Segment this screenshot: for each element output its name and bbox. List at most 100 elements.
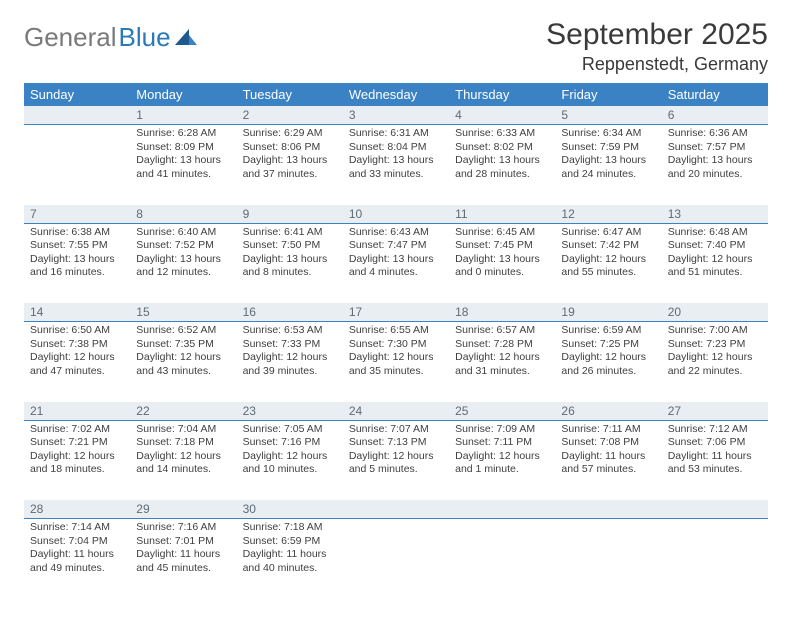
day-cell: Sunrise: 7:09 AMSunset: 7:11 PMDaylight:… [449, 420, 555, 500]
dow-thu: Thursday [449, 83, 555, 106]
day-line: Sunrise: 7:00 AM [668, 324, 762, 338]
dow-sat: Saturday [662, 83, 768, 106]
brand-logo: General Blue [24, 22, 197, 53]
day-line: and 1 minute. [455, 463, 549, 477]
day-cell: Sunrise: 6:40 AMSunset: 7:52 PMDaylight:… [130, 223, 236, 303]
day-line: and 5 minutes. [349, 463, 443, 477]
day-line: and 55 minutes. [561, 266, 655, 280]
day-line: Sunset: 7:45 PM [455, 239, 549, 253]
location: Reppenstedt, Germany [546, 54, 768, 75]
day-number [24, 106, 130, 125]
day-number: 17 [343, 303, 449, 322]
day-cell: Sunrise: 6:31 AMSunset: 8:04 PMDaylight:… [343, 125, 449, 205]
day-line: Daylight: 13 hours [349, 253, 443, 267]
day-number: 25 [449, 402, 555, 421]
day-line: Daylight: 13 hours [30, 253, 124, 267]
day-line: Sunrise: 6:43 AM [349, 226, 443, 240]
day-cell: Sunrise: 6:57 AMSunset: 7:28 PMDaylight:… [449, 322, 555, 402]
day-cell: Sunrise: 6:36 AMSunset: 7:57 PMDaylight:… [662, 125, 768, 205]
day-row: Sunrise: 7:14 AMSunset: 7:04 PMDaylight:… [24, 519, 768, 599]
day-number: 24 [343, 402, 449, 421]
title-block: September 2025 Reppenstedt, Germany [546, 18, 768, 75]
day-line: Daylight: 13 hours [136, 253, 230, 267]
day-line: Daylight: 13 hours [243, 154, 337, 168]
day-number: 27 [662, 402, 768, 421]
day-cell: Sunrise: 6:59 AMSunset: 7:25 PMDaylight:… [555, 322, 661, 402]
day-line: Sunrise: 7:02 AM [30, 423, 124, 437]
day-line: Sunrise: 6:41 AM [243, 226, 337, 240]
day-cell-text: Sunrise: 7:05 AMSunset: 7:16 PMDaylight:… [243, 423, 337, 478]
day-line: Sunset: 7:16 PM [243, 436, 337, 450]
day-line: Sunrise: 7:14 AM [30, 521, 124, 535]
day-line: Sunrise: 6:34 AM [561, 127, 655, 141]
day-line: Sunset: 7:18 PM [136, 436, 230, 450]
day-number: 14 [24, 303, 130, 322]
day-cell-text: Sunrise: 6:41 AMSunset: 7:50 PMDaylight:… [243, 226, 337, 281]
day-cell [343, 519, 449, 599]
day-line: Daylight: 12 hours [30, 450, 124, 464]
day-cell-text: Sunrise: 6:38 AMSunset: 7:55 PMDaylight:… [30, 226, 124, 281]
day-cell-text: Sunrise: 7:12 AMSunset: 7:06 PMDaylight:… [668, 423, 762, 478]
day-line: Sunset: 7:01 PM [136, 535, 230, 549]
day-line: Sunrise: 7:04 AM [136, 423, 230, 437]
daynum-row: 78910111213 [24, 205, 768, 224]
day-line: Daylight: 13 hours [243, 253, 337, 267]
day-line: and 47 minutes. [30, 365, 124, 379]
day-cell-text: Sunrise: 7:16 AMSunset: 7:01 PMDaylight:… [136, 521, 230, 576]
day-line: Sunset: 8:09 PM [136, 141, 230, 155]
day-line: and 39 minutes. [243, 365, 337, 379]
day-cell-text: Sunrise: 7:00 AMSunset: 7:23 PMDaylight:… [668, 324, 762, 379]
day-line: Sunrise: 7:09 AM [455, 423, 549, 437]
brand-blue: Blue [119, 22, 171, 53]
day-number: 4 [449, 106, 555, 125]
day-line: and 57 minutes. [561, 463, 655, 477]
day-line: Sunset: 7:23 PM [668, 338, 762, 352]
day-line: Daylight: 13 hours [455, 154, 549, 168]
day-number [343, 500, 449, 519]
day-cell-text: Sunrise: 6:52 AMSunset: 7:35 PMDaylight:… [136, 324, 230, 379]
day-cell-text: Sunrise: 7:14 AMSunset: 7:04 PMDaylight:… [30, 521, 124, 576]
day-number: 5 [555, 106, 661, 125]
day-line: Daylight: 13 hours [136, 154, 230, 168]
day-number: 16 [237, 303, 343, 322]
day-line: and 20 minutes. [668, 168, 762, 182]
day-line: and 45 minutes. [136, 562, 230, 576]
day-line: Daylight: 12 hours [455, 351, 549, 365]
day-line: Sunrise: 6:38 AM [30, 226, 124, 240]
day-line: and 24 minutes. [561, 168, 655, 182]
day-line: Sunset: 7:50 PM [243, 239, 337, 253]
day-cell [449, 519, 555, 599]
day-line: Sunrise: 7:12 AM [668, 423, 762, 437]
day-line: Sunset: 7:52 PM [136, 239, 230, 253]
day-cell: Sunrise: 6:50 AMSunset: 7:38 PMDaylight:… [24, 322, 130, 402]
day-number: 28 [24, 500, 130, 519]
day-number: 19 [555, 303, 661, 322]
day-cell-text: Sunrise: 6:55 AMSunset: 7:30 PMDaylight:… [349, 324, 443, 379]
day-line: Daylight: 12 hours [561, 253, 655, 267]
day-cell: Sunrise: 7:07 AMSunset: 7:13 PMDaylight:… [343, 420, 449, 500]
day-line: and 43 minutes. [136, 365, 230, 379]
day-line: Daylight: 13 hours [455, 253, 549, 267]
day-cell-text: Sunrise: 7:07 AMSunset: 7:13 PMDaylight:… [349, 423, 443, 478]
day-number: 13 [662, 205, 768, 224]
day-cell: Sunrise: 6:47 AMSunset: 7:42 PMDaylight:… [555, 223, 661, 303]
day-number: 10 [343, 205, 449, 224]
dow-wed: Wednesday [343, 83, 449, 106]
day-line: Sunset: 7:59 PM [561, 141, 655, 155]
day-number: 18 [449, 303, 555, 322]
day-line: and 41 minutes. [136, 168, 230, 182]
dow-mon: Monday [130, 83, 236, 106]
day-line: Sunset: 7:55 PM [30, 239, 124, 253]
day-line: Sunrise: 6:50 AM [30, 324, 124, 338]
day-row: Sunrise: 6:50 AMSunset: 7:38 PMDaylight:… [24, 322, 768, 402]
day-cell: Sunrise: 7:02 AMSunset: 7:21 PMDaylight:… [24, 420, 130, 500]
day-line: Sunrise: 7:05 AM [243, 423, 337, 437]
day-line: Sunrise: 7:18 AM [243, 521, 337, 535]
day-line: Sunrise: 6:29 AM [243, 127, 337, 141]
day-cell-text: Sunrise: 6:47 AMSunset: 7:42 PMDaylight:… [561, 226, 655, 281]
day-line: and 35 minutes. [349, 365, 443, 379]
day-number [555, 500, 661, 519]
day-line: Sunrise: 7:07 AM [349, 423, 443, 437]
day-line: Daylight: 11 hours [136, 548, 230, 562]
day-number: 23 [237, 402, 343, 421]
